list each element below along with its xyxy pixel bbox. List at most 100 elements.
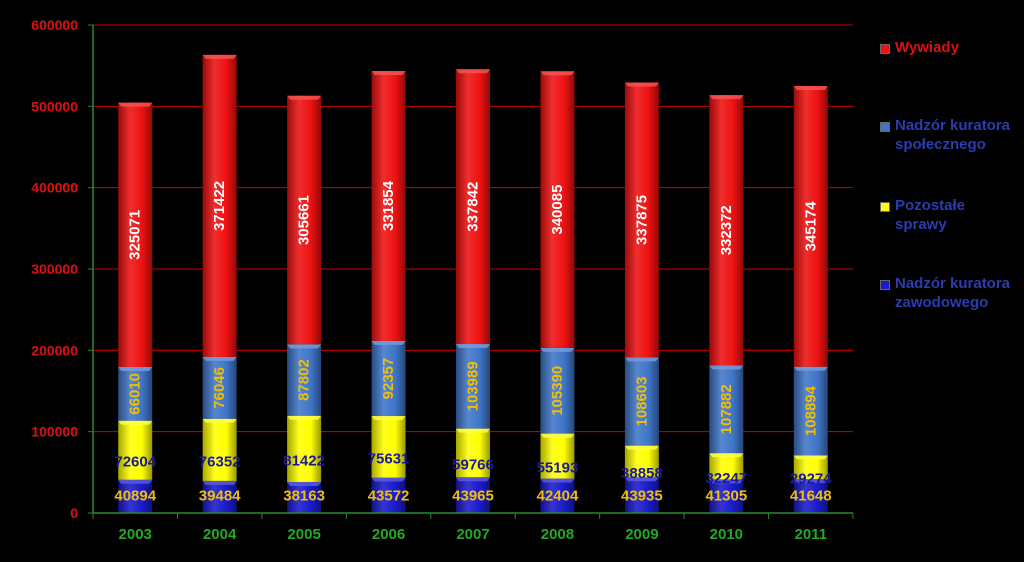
y-tick-label: 100000 [31, 424, 78, 440]
bar-segment [793, 366, 828, 456]
bar-segment-bevel [709, 453, 744, 458]
bar-segment-bevel [118, 479, 153, 484]
data-label: 42404 [537, 488, 579, 505]
bar-segment [540, 433, 575, 479]
legend-item-pozostale: Pozostałe sprawy [880, 196, 985, 234]
data-label: 76046 [211, 367, 228, 409]
x-tick-label: 2003 [119, 526, 152, 543]
x-tick-label: 2005 [287, 526, 320, 543]
bar-segment-bevel [456, 69, 490, 74]
data-label: 325071 [127, 210, 144, 260]
y-tick-label: 200000 [31, 342, 78, 358]
legend-item-nadzor-spoleczny: Nadzór kuratora społecznego [880, 116, 1013, 154]
data-label: 43935 [621, 488, 663, 505]
bar-segment-bevel [287, 481, 322, 486]
bar-segment [287, 415, 322, 482]
x-tick-label: 2006 [372, 526, 405, 543]
bar-segment-bevel [287, 415, 322, 420]
data-label: 40894 [114, 488, 156, 505]
legend-marker-nadzor-spoleczny [880, 122, 890, 132]
data-label: 72604 [114, 454, 156, 471]
legend-item-nadzor-zawodowy: Nadzór kuratora zawodowego [880, 274, 1013, 312]
bar-segment [202, 480, 237, 513]
bar-segment [287, 95, 322, 345]
data-label: 43965 [452, 488, 494, 505]
data-label: 340085 [549, 185, 566, 235]
data-label: 107882 [718, 384, 735, 434]
bar-segment [624, 357, 659, 446]
bar-segment [456, 477, 490, 513]
bar-segment-bevel [118, 420, 153, 425]
bar-segment [371, 71, 406, 341]
data-label: 105390 [549, 366, 566, 416]
bar-segment-bevel [456, 344, 490, 349]
bar-segment-bevel [540, 433, 575, 438]
x-tick-label: 2010 [710, 526, 743, 543]
bar-segment-bevel [793, 366, 828, 371]
bar-segment-bevel [118, 367, 153, 372]
bar-segment [371, 340, 406, 417]
bar-segment-bevel [624, 357, 659, 362]
bar-segment [118, 102, 153, 368]
legend-label-nadzor-spoleczny: Nadzór kuratora społecznego [895, 117, 1011, 153]
data-label: 103989 [465, 361, 482, 411]
bar-segment-bevel [540, 71, 575, 76]
bar-segment [624, 82, 659, 358]
y-tick-label: 400000 [31, 180, 78, 196]
bar-segment [709, 365, 744, 454]
legend-item-wywiady: Wywiady [880, 38, 959, 57]
data-label: 55193 [537, 460, 579, 477]
bar-segment-bevel [371, 416, 406, 421]
legend-label-wywiady: Wywiady [895, 39, 959, 56]
data-label: 38858 [621, 465, 663, 482]
data-label: 337875 [633, 195, 650, 245]
bar-segment [793, 455, 828, 480]
y-tick-label: 300000 [31, 261, 78, 277]
data-label: 43572 [368, 488, 410, 505]
legend-label-pozostale: Pozostałe sprawy [895, 197, 966, 233]
x-tick-label: 2008 [541, 526, 574, 543]
bar-segment-bevel [540, 478, 575, 483]
bar-segment-bevel [456, 428, 490, 433]
x-tick-label: 2007 [456, 526, 489, 543]
bar-segment [456, 69, 490, 345]
x-tick-label: 2011 [795, 526, 828, 543]
bar-segment-bevel [709, 479, 744, 484]
bar-segment [287, 481, 322, 513]
bar-segment-bevel [793, 455, 828, 460]
data-label: 92357 [380, 358, 397, 400]
data-label: 108603 [633, 376, 650, 426]
bar-segment [287, 344, 322, 416]
data-label: 29274 [790, 471, 832, 488]
bars [118, 54, 828, 513]
data-label: 39484 [199, 488, 241, 505]
bar-segment-bevel [624, 477, 659, 482]
bar-segment-bevel [709, 95, 744, 100]
bar-segment [202, 356, 237, 419]
bar-segment-bevel [624, 82, 659, 87]
bar-segment-bevel [456, 477, 490, 482]
bar-segment-bevel [371, 477, 406, 482]
bar-segment-bevel [118, 102, 153, 107]
bar-segment-bevel [202, 418, 237, 423]
bar-segment-bevel [540, 347, 575, 352]
bar-segment [793, 86, 828, 367]
data-label: 371422 [211, 181, 228, 231]
data-label: 59766 [452, 456, 494, 473]
y-tick-label: 0 [70, 505, 78, 521]
bar-segment [540, 71, 575, 348]
bar-segment-bevel [371, 71, 406, 76]
bar-segment [456, 344, 490, 429]
data-label: 81422 [283, 452, 325, 469]
legend-label-nadzor-zawodowy: Nadzór kuratora zawodowego [895, 275, 1011, 311]
y-tick-label: 600000 [31, 17, 78, 33]
data-label: 66010 [127, 373, 144, 415]
bar-segment-bevel [202, 54, 237, 59]
bar-segment [371, 416, 406, 478]
bar-segment [118, 367, 153, 421]
bar-segment [793, 479, 828, 513]
legend-marker-wywiady [880, 44, 890, 54]
bar-segment-bevel [709, 365, 744, 370]
bar-segment [202, 54, 237, 357]
bar-segment [624, 445, 659, 478]
